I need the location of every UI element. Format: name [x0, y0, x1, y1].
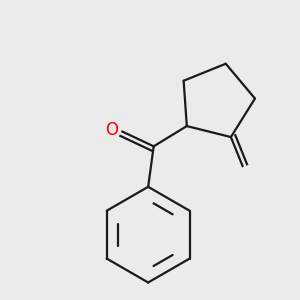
- Text: O: O: [106, 121, 118, 139]
